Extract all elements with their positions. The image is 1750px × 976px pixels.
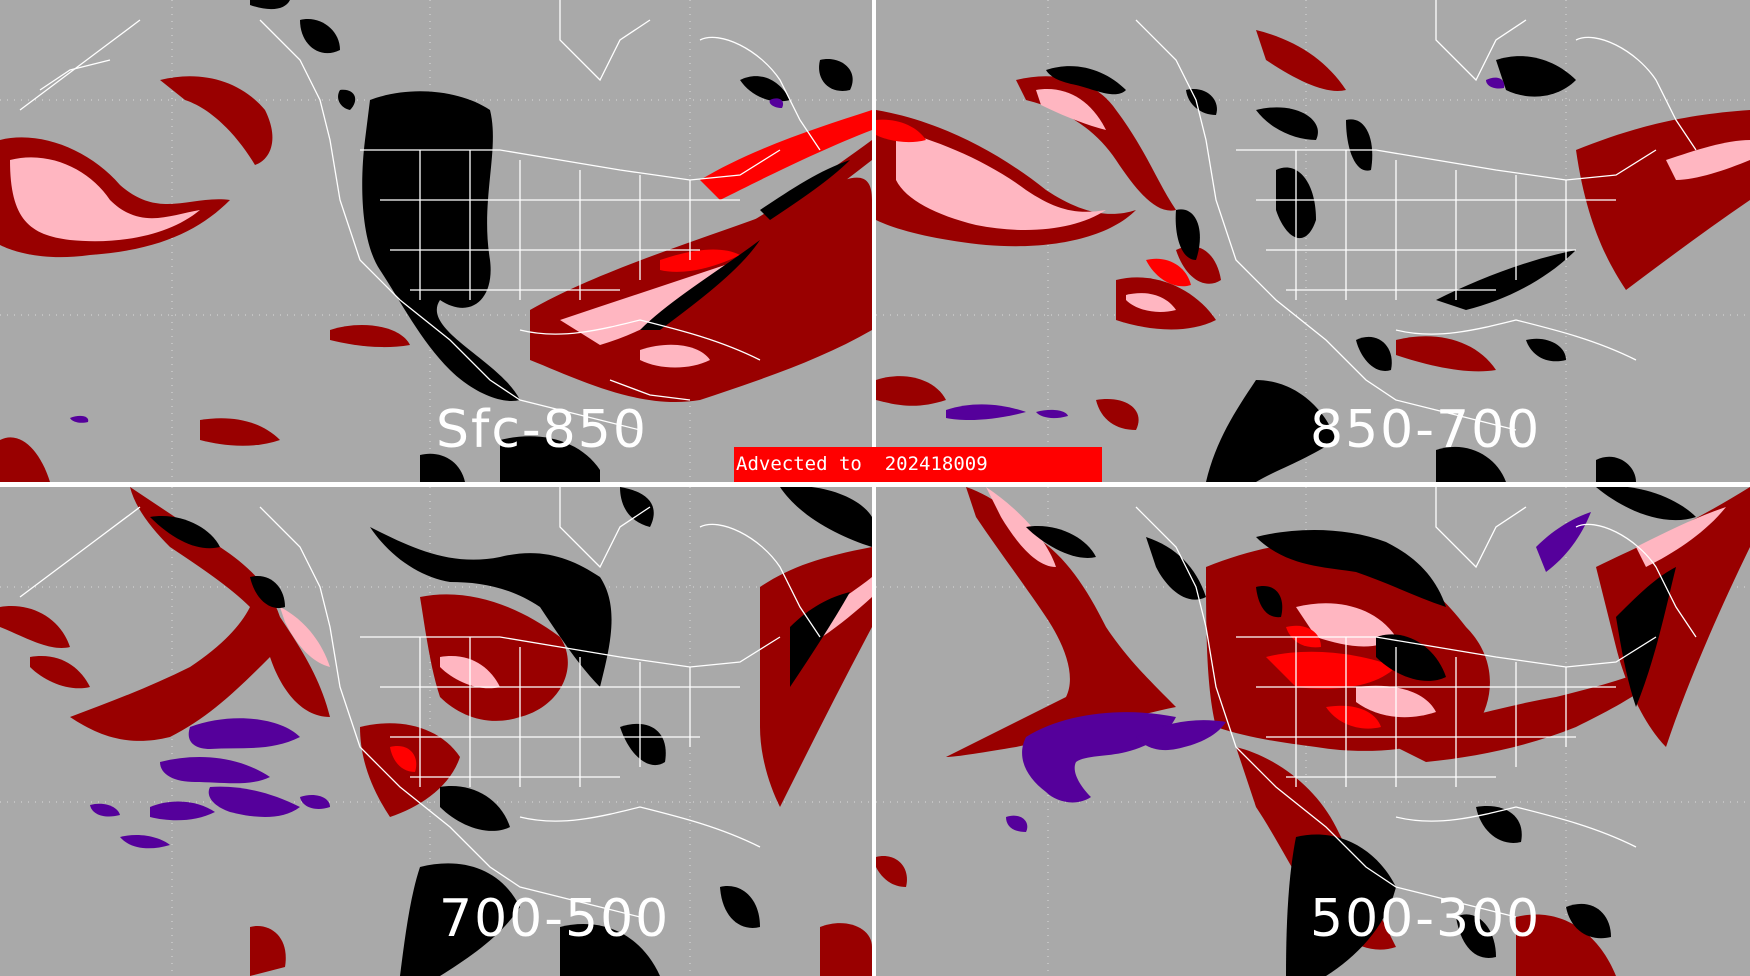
airmass-dark-red [876,30,1750,430]
map-panel-700-500: 700-500 [0,487,872,976]
map-panel-500-300: 500-300 [876,487,1750,976]
airmass-pink [896,89,1750,312]
airmass-pink [986,487,1726,718]
layer-label: 700-500 [439,889,671,949]
airmass-purple [946,77,1505,420]
boundary-lines [1135,0,1697,431]
map-canvas-850-700 [876,0,1750,482]
map-canvas-700-500 [0,487,872,976]
airmass-black [1046,56,1636,482]
grid-lines [876,0,1750,482]
airmass-black [150,487,872,976]
map-panel-850-700: 850-700 [876,0,1750,482]
airmass-black [1026,487,1696,976]
map-canvas-500-300 [876,487,1750,976]
boundary-lines [1135,487,1697,918]
map-canvas-sfc-850 [0,0,872,482]
layer-label: Sfc-850 [436,400,648,460]
airmass-purple [90,718,330,849]
layer-label: 850-700 [1310,400,1542,460]
airmass-purple [70,98,784,423]
map-panel-sfc-850: Sfc-850 [0,0,872,482]
advection-timestamp-banner: Advected to 202418009 [734,447,1102,482]
airmass-pink [10,157,740,368]
airmass-red [660,110,872,272]
airmass-red [390,746,417,772]
layer-label: 500-300 [1310,889,1542,949]
boundary-lines [19,0,821,431]
boundary-lines [19,487,821,918]
airmass-red [1266,625,1396,729]
airmass-black [250,0,853,482]
airmass-red [876,119,1191,287]
